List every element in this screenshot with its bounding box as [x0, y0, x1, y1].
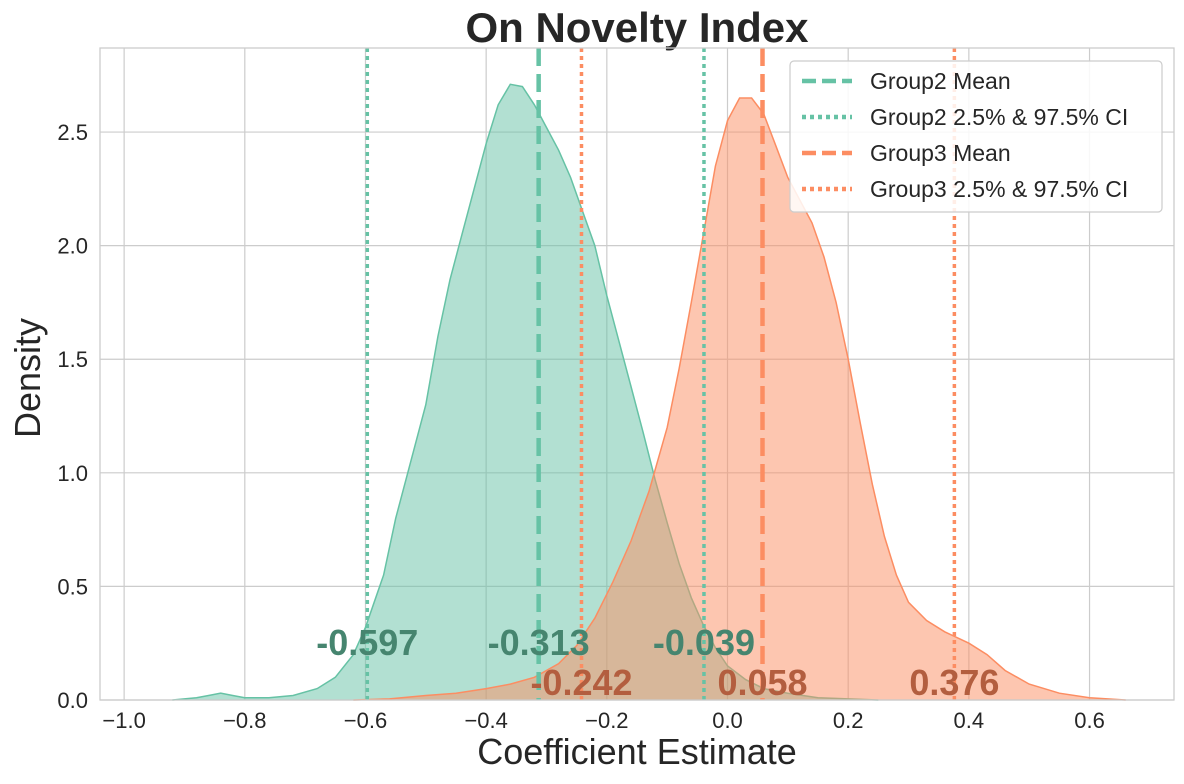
- x-tick-label: −0.8: [223, 708, 266, 733]
- y-tick-labels: 0.0 0.5 1.0 1.5 2.0 2.5: [57, 120, 88, 713]
- group3-ci-low-label: -0.242: [530, 662, 632, 703]
- y-tick-label: 1.5: [57, 347, 88, 372]
- density-fill-group3: [353, 98, 1126, 700]
- y-tick-label: 0.0: [57, 688, 88, 713]
- group3-mean-label: 0.058: [717, 662, 807, 703]
- x-tick-label: −0.2: [585, 708, 628, 733]
- x-tick-label: 0.6: [1074, 708, 1105, 733]
- x-tick-label: 0.0: [712, 708, 743, 733]
- group2-mean-label: -0.313: [488, 622, 590, 663]
- plot-frame: [99, 47, 1175, 701]
- group2-ci-high-label: -0.039: [653, 622, 755, 663]
- x-tick-label: 0.4: [954, 708, 985, 733]
- x-tick-label: −1.0: [102, 708, 145, 733]
- density-fill-group2: [172, 84, 879, 701]
- chart-title: On Novelty Index: [465, 4, 809, 51]
- legend-label: Group3 2.5% & 97.5% CI: [870, 176, 1128, 202]
- group2-ci-low-label: -0.597: [316, 622, 418, 663]
- y-tick-label: 0.5: [57, 574, 88, 599]
- legend-label: Group2 2.5% & 97.5% CI: [870, 104, 1128, 130]
- group3-ci-high-label: 0.376: [909, 662, 999, 703]
- legend-box: [789, 60, 1163, 213]
- y-tick-label: 2.5: [57, 120, 88, 145]
- y-axis-label: Density: [7, 318, 48, 438]
- x-tick-label: −0.6: [344, 708, 387, 733]
- legend-label: Group2 Mean: [870, 68, 1011, 94]
- reference-lines: [365, 48, 957, 700]
- x-tick-label: 0.2: [833, 708, 864, 733]
- x-tick-labels: −1.0 −0.8 −0.6 −0.4 −0.2 0.0 0.2 0.4 0.6: [102, 708, 1104, 733]
- x-tick-label: −0.4: [464, 708, 507, 733]
- y-tick-label: 1.0: [57, 461, 88, 486]
- legend-label: Group3 Mean: [870, 140, 1011, 166]
- x-axis-label: Coefficient Estimate: [477, 731, 796, 772]
- y-tick-label: 2.0: [57, 234, 88, 259]
- legend: Group2 Mean Group2 2.5% & 97.5% CI Group3 …: [789, 60, 1163, 213]
- value-annotations: -0.597 -0.313 -0.039 -0.242 0.058 0.376: [316, 622, 999, 703]
